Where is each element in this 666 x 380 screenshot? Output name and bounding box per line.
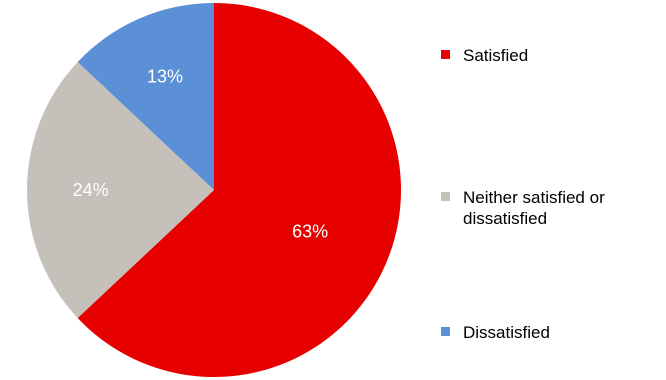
pie-chart: 63% 24% 13% bbox=[26, 2, 401, 377]
legend-item-dissatisfied: Dissatisfied bbox=[441, 322, 550, 343]
data-label-satisfied: 63% bbox=[292, 222, 328, 242]
legend-label-satisfied: Satisfied bbox=[463, 46, 529, 65]
legend-swatch-neither bbox=[441, 192, 450, 201]
legend-item-neither: Neither satisfied or dissatisfied bbox=[441, 187, 656, 229]
legend-item-satisfied: Satisfied bbox=[441, 45, 528, 66]
pie-slice-neither bbox=[26, 61, 214, 319]
legend-swatch-dissatisfied bbox=[441, 327, 450, 336]
pie-slice-dissatisfied bbox=[77, 2, 215, 190]
legend-label-neither: Neither satisfied or dissatisfied bbox=[463, 188, 605, 228]
data-label-neither: 24% bbox=[73, 180, 109, 200]
data-label-dissatisfied: 13% bbox=[147, 67, 183, 87]
legend-label-dissatisfied: Dissatisfied bbox=[463, 323, 550, 342]
legend-swatch-satisfied bbox=[441, 50, 450, 59]
pie-slice-satisfied bbox=[77, 3, 401, 377]
